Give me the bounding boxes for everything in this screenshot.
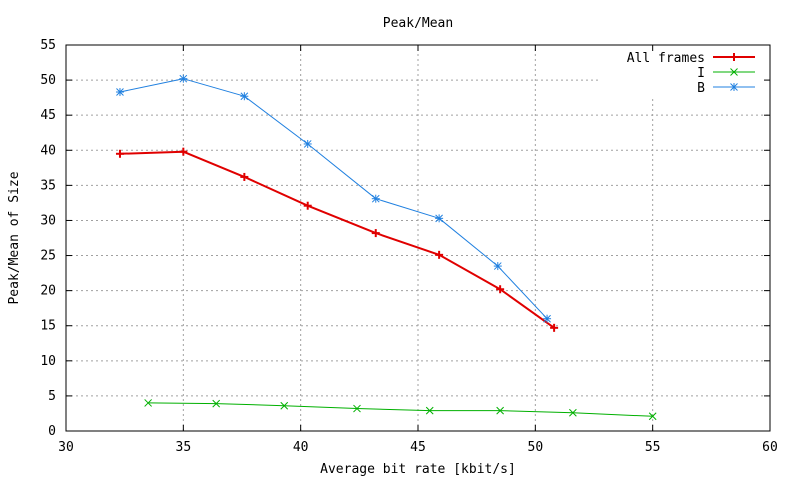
legend-marker-d2 bbox=[730, 68, 738, 76]
point-marker-d2 bbox=[116, 88, 124, 96]
data-point-all-frames bbox=[496, 285, 505, 294]
y-tick-label: 25 bbox=[40, 249, 56, 264]
point-marker-d2 bbox=[280, 401, 289, 410]
y-tick-label: 45 bbox=[40, 108, 56, 123]
data-point-b bbox=[371, 194, 380, 203]
x-tick-label: 40 bbox=[293, 440, 309, 455]
data-point-all-frames bbox=[179, 147, 188, 156]
data-point-all-frames bbox=[240, 172, 249, 181]
legend-entry-i: I bbox=[697, 66, 755, 81]
legend-entry-b: B bbox=[697, 81, 755, 96]
point-marker-d2 bbox=[240, 92, 249, 101]
y-tick-label: 15 bbox=[40, 319, 56, 334]
data-point-i bbox=[425, 406, 434, 415]
point-marker-d2 bbox=[569, 408, 577, 417]
series-b bbox=[115, 74, 552, 323]
point-marker-d2 bbox=[353, 404, 361, 413]
y-tick-label: 50 bbox=[40, 73, 56, 88]
point-marker-d2 bbox=[303, 140, 312, 148]
y-tick-label: 10 bbox=[40, 354, 56, 369]
data-point-i bbox=[144, 399, 152, 407]
data-point-all-frames bbox=[303, 201, 312, 210]
x-tick-label: 60 bbox=[762, 440, 778, 455]
data-point-all-frames bbox=[550, 323, 559, 332]
data-point-all-frames bbox=[371, 229, 380, 238]
x-tick-label: 50 bbox=[528, 440, 544, 455]
legend-label: All frames bbox=[627, 51, 705, 66]
point-marker-d2 bbox=[496, 406, 504, 415]
data-point-b bbox=[303, 139, 312, 148]
x-tick-label: 55 bbox=[645, 440, 661, 455]
point-marker-d2 bbox=[435, 214, 443, 223]
data-point-all-frames bbox=[115, 149, 124, 158]
point-marker-d2 bbox=[648, 412, 657, 421]
data-point-i bbox=[496, 406, 504, 415]
data-point-b bbox=[115, 88, 124, 97]
y-tick-label: 40 bbox=[40, 143, 56, 158]
point-marker-d2 bbox=[179, 74, 188, 83]
data-point-b bbox=[435, 214, 444, 223]
x-tick-label: 30 bbox=[58, 440, 74, 455]
data-point-all-frames bbox=[435, 250, 444, 259]
y-tick-label: 0 bbox=[48, 424, 56, 439]
data-point-b bbox=[179, 74, 188, 83]
series-all-frames bbox=[115, 147, 559, 332]
data-point-i bbox=[280, 401, 289, 410]
tick-layer: 30 35 40 45 50 55 60 0 5 10 15 20 25 30 35 40 45 50 55 bbox=[40, 38, 777, 455]
data-point-b bbox=[240, 92, 249, 101]
point-marker-d2 bbox=[371, 194, 380, 203]
y-tick-label: 30 bbox=[40, 213, 56, 228]
x-axis-label: Average bit rate [kbit/s] bbox=[320, 462, 516, 477]
point-marker-d2 bbox=[543, 314, 551, 323]
legend-entry-all-frames: All frames bbox=[627, 51, 755, 66]
y-tick-label: 5 bbox=[48, 389, 56, 404]
chart-title: Peak/Mean bbox=[383, 16, 453, 31]
x-tick-label: 45 bbox=[410, 440, 426, 455]
series-line-i bbox=[148, 402, 653, 417]
data-point-i bbox=[648, 412, 657, 421]
y-tick-label: 35 bbox=[40, 178, 56, 193]
y-tick-label: 55 bbox=[40, 38, 56, 53]
data-point-i bbox=[353, 404, 361, 413]
point-marker-d2 bbox=[144, 399, 152, 407]
data-point-b bbox=[493, 262, 502, 271]
plot-frame bbox=[65, 44, 771, 432]
point-marker-d2 bbox=[425, 406, 434, 415]
y-axis-label: Peak/Mean of Size bbox=[7, 171, 22, 304]
grid-layer bbox=[66, 45, 770, 431]
legend-label: I bbox=[697, 66, 705, 81]
legend-label: B bbox=[697, 81, 705, 96]
data-point-b bbox=[543, 314, 552, 323]
y-tick-label: 20 bbox=[40, 284, 56, 299]
series-i bbox=[144, 399, 657, 421]
series-line-all-frames bbox=[119, 150, 555, 329]
data-point-i bbox=[212, 399, 221, 408]
series-line-b bbox=[119, 78, 548, 320]
legend-marker-d2 bbox=[730, 83, 738, 91]
x-tick-label: 35 bbox=[176, 440, 192, 455]
point-marker-d2 bbox=[493, 262, 502, 270]
point-marker-d2 bbox=[212, 399, 221, 408]
data-point-i bbox=[569, 408, 577, 417]
series-layer bbox=[115, 74, 657, 421]
